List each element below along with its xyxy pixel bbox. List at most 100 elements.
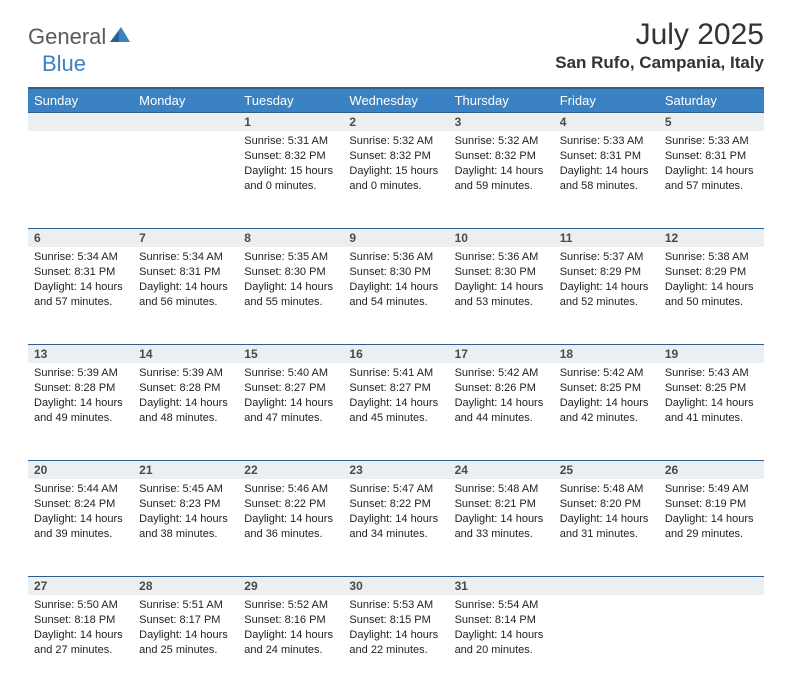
day-content-cell: Sunrise: 5:52 AMSunset: 8:16 PMDaylight:… <box>238 595 343 692</box>
daylight-text: Daylight: 15 hours and 0 minutes. <box>244 164 337 194</box>
dow-fri: Friday <box>554 88 659 113</box>
day-number-cell: 2 <box>343 113 448 132</box>
daylight-text: Daylight: 14 hours and 36 minutes. <box>244 512 337 542</box>
dow-sat: Saturday <box>659 88 764 113</box>
sunrise-text: Sunrise: 5:43 AM <box>665 366 758 381</box>
day-number-cell: 7 <box>133 229 238 248</box>
day-number-cell: 9 <box>343 229 448 248</box>
daylight-text: Daylight: 14 hours and 20 minutes. <box>455 628 548 658</box>
sunrise-text: Sunrise: 5:39 AM <box>34 366 127 381</box>
dow-thu: Thursday <box>449 88 554 113</box>
day-number-cell: 6 <box>28 229 133 248</box>
day-content-cell: Sunrise: 5:36 AMSunset: 8:30 PMDaylight:… <box>449 247 554 345</box>
sunset-text: Sunset: 8:25 PM <box>665 381 758 396</box>
day-content-cell: Sunrise: 5:44 AMSunset: 8:24 PMDaylight:… <box>28 479 133 577</box>
daylight-text: Daylight: 14 hours and 58 minutes. <box>560 164 653 194</box>
daylight-text: Daylight: 14 hours and 56 minutes. <box>139 280 232 310</box>
day-number-cell: 12 <box>659 229 764 248</box>
week-content-row: Sunrise: 5:31 AMSunset: 8:32 PMDaylight:… <box>28 131 764 229</box>
location-label: San Rufo, Campania, Italy <box>555 53 764 73</box>
logo-text-general: General <box>28 24 106 50</box>
daylight-text: Daylight: 14 hours and 45 minutes. <box>349 396 442 426</box>
sunrise-text: Sunrise: 5:36 AM <box>455 250 548 265</box>
sunrise-text: Sunrise: 5:53 AM <box>349 598 442 613</box>
sunset-text: Sunset: 8:25 PM <box>560 381 653 396</box>
sunset-text: Sunset: 8:29 PM <box>665 265 758 280</box>
daylight-text: Daylight: 14 hours and 31 minutes. <box>560 512 653 542</box>
day-content-cell: Sunrise: 5:54 AMSunset: 8:14 PMDaylight:… <box>449 595 554 692</box>
sunrise-text: Sunrise: 5:34 AM <box>139 250 232 265</box>
sunrise-text: Sunrise: 5:33 AM <box>560 134 653 149</box>
day-number-cell: 15 <box>238 345 343 364</box>
sunset-text: Sunset: 8:31 PM <box>560 149 653 164</box>
dow-tue: Tuesday <box>238 88 343 113</box>
sunset-text: Sunset: 8:19 PM <box>665 497 758 512</box>
calendar-body: 12345Sunrise: 5:31 AMSunset: 8:32 PMDayl… <box>28 113 764 692</box>
day-content-cell: Sunrise: 5:48 AMSunset: 8:21 PMDaylight:… <box>449 479 554 577</box>
day-number-cell: 13 <box>28 345 133 364</box>
daylight-text: Daylight: 14 hours and 25 minutes. <box>139 628 232 658</box>
week-daynum-row: 2728293031 <box>28 577 764 596</box>
daylight-text: Daylight: 14 hours and 34 minutes. <box>349 512 442 542</box>
sunrise-text: Sunrise: 5:33 AM <box>665 134 758 149</box>
daylight-text: Daylight: 14 hours and 49 minutes. <box>34 396 127 426</box>
week-daynum-row: 12345 <box>28 113 764 132</box>
daylight-text: Daylight: 14 hours and 33 minutes. <box>455 512 548 542</box>
day-content-cell: Sunrise: 5:53 AMSunset: 8:15 PMDaylight:… <box>343 595 448 692</box>
sunrise-text: Sunrise: 5:39 AM <box>139 366 232 381</box>
sunrise-text: Sunrise: 5:40 AM <box>244 366 337 381</box>
weekday-header-row: Sunday Monday Tuesday Wednesday Thursday… <box>28 88 764 113</box>
sunset-text: Sunset: 8:28 PM <box>34 381 127 396</box>
day-content-cell: Sunrise: 5:33 AMSunset: 8:31 PMDaylight:… <box>554 131 659 229</box>
day-content-cell: Sunrise: 5:50 AMSunset: 8:18 PMDaylight:… <box>28 595 133 692</box>
day-number-cell: 30 <box>343 577 448 596</box>
day-number-cell: 23 <box>343 461 448 480</box>
daylight-text: Daylight: 14 hours and 50 minutes. <box>665 280 758 310</box>
sunset-text: Sunset: 8:31 PM <box>665 149 758 164</box>
day-number-cell: 3 <box>449 113 554 132</box>
week-daynum-row: 13141516171819 <box>28 345 764 364</box>
day-number-cell: 11 <box>554 229 659 248</box>
day-content-cell: Sunrise: 5:47 AMSunset: 8:22 PMDaylight:… <box>343 479 448 577</box>
sunset-text: Sunset: 8:18 PM <box>34 613 127 628</box>
title-block: July 2025 San Rufo, Campania, Italy <box>555 18 764 73</box>
sunset-text: Sunset: 8:30 PM <box>244 265 337 280</box>
sunrise-text: Sunrise: 5:35 AM <box>244 250 337 265</box>
sunrise-text: Sunrise: 5:52 AM <box>244 598 337 613</box>
sunset-text: Sunset: 8:22 PM <box>244 497 337 512</box>
day-number-cell: 4 <box>554 113 659 132</box>
day-content-cell <box>28 131 133 229</box>
day-content-cell: Sunrise: 5:33 AMSunset: 8:31 PMDaylight:… <box>659 131 764 229</box>
day-number-cell: 31 <box>449 577 554 596</box>
logo-sail-icon <box>108 25 132 50</box>
day-content-cell: Sunrise: 5:49 AMSunset: 8:19 PMDaylight:… <box>659 479 764 577</box>
daylight-text: Daylight: 14 hours and 47 minutes. <box>244 396 337 426</box>
day-number-cell: 18 <box>554 345 659 364</box>
daylight-text: Daylight: 14 hours and 24 minutes. <box>244 628 337 658</box>
daylight-text: Daylight: 14 hours and 39 minutes. <box>34 512 127 542</box>
sunrise-text: Sunrise: 5:46 AM <box>244 482 337 497</box>
sunrise-text: Sunrise: 5:50 AM <box>34 598 127 613</box>
day-number-cell: 19 <box>659 345 764 364</box>
day-number-cell <box>554 577 659 596</box>
sunrise-text: Sunrise: 5:48 AM <box>560 482 653 497</box>
day-number-cell: 1 <box>238 113 343 132</box>
day-number-cell <box>28 113 133 132</box>
sunrise-text: Sunrise: 5:45 AM <box>139 482 232 497</box>
sunset-text: Sunset: 8:27 PM <box>349 381 442 396</box>
day-content-cell: Sunrise: 5:37 AMSunset: 8:29 PMDaylight:… <box>554 247 659 345</box>
daylight-text: Daylight: 14 hours and 57 minutes. <box>665 164 758 194</box>
week-content-row: Sunrise: 5:44 AMSunset: 8:24 PMDaylight:… <box>28 479 764 577</box>
day-content-cell: Sunrise: 5:43 AMSunset: 8:25 PMDaylight:… <box>659 363 764 461</box>
sunset-text: Sunset: 8:26 PM <box>455 381 548 396</box>
daylight-text: Daylight: 14 hours and 29 minutes. <box>665 512 758 542</box>
sunset-text: Sunset: 8:15 PM <box>349 613 442 628</box>
sunset-text: Sunset: 8:32 PM <box>244 149 337 164</box>
sunrise-text: Sunrise: 5:31 AM <box>244 134 337 149</box>
day-number-cell: 8 <box>238 229 343 248</box>
sunset-text: Sunset: 8:21 PM <box>455 497 548 512</box>
week-daynum-row: 20212223242526 <box>28 461 764 480</box>
day-content-cell: Sunrise: 5:39 AMSunset: 8:28 PMDaylight:… <box>28 363 133 461</box>
day-content-cell: Sunrise: 5:42 AMSunset: 8:25 PMDaylight:… <box>554 363 659 461</box>
sunrise-text: Sunrise: 5:42 AM <box>455 366 548 381</box>
